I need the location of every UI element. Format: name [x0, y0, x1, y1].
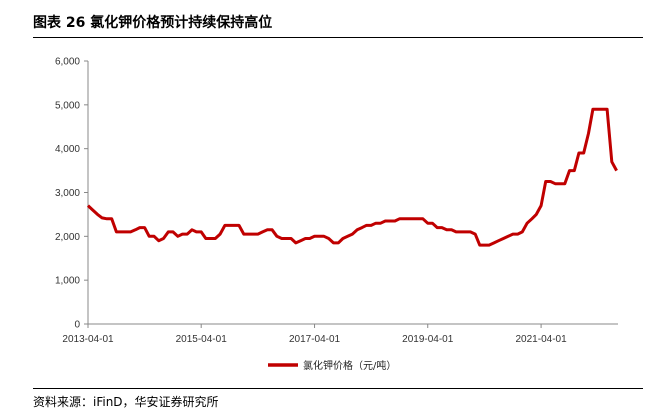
x-tick-label: 2013-04-01 [62, 334, 114, 345]
x-tick-label: 2015-04-01 [176, 334, 228, 345]
series-layer [86, 107, 618, 247]
chart-axes [87, 61, 618, 325]
x-tick-label: 2017-04-01 [289, 334, 341, 345]
chart-legend: 氯化钾价格（元/吨） [268, 359, 396, 372]
y-tick-label: 1,000 [55, 276, 80, 287]
figure-title: 图表 26 氯化钾价格预计持续保持高位 [33, 15, 273, 31]
source-note: 资料来源：iFinD，华安证券研究所 [33, 395, 219, 409]
x-axis-ticks: 2013-04-01 2015-04-01 2017-04-01 2019-04-01… [62, 324, 567, 345]
y-axis-ticks: 0 1,000 2,000 3,000 4,000 5,000 6,000 [55, 57, 88, 331]
title-divider [33, 37, 643, 38]
y-tick-label: 3,000 [55, 188, 80, 199]
legend-label: 氯化钾价格（元/吨） [303, 359, 396, 372]
y-tick-label: 2,000 [55, 232, 80, 243]
footer-divider [33, 388, 643, 389]
price-series-line [86, 107, 618, 247]
y-tick-label: 6,000 [55, 57, 80, 68]
y-tick-label: 0 [74, 320, 80, 331]
x-tick-label: 2019-04-01 [402, 334, 454, 345]
x-tick-label: 2021-04-01 [516, 334, 568, 345]
y-tick-label: 5,000 [55, 100, 80, 111]
y-tick-label: 4,000 [55, 144, 80, 155]
